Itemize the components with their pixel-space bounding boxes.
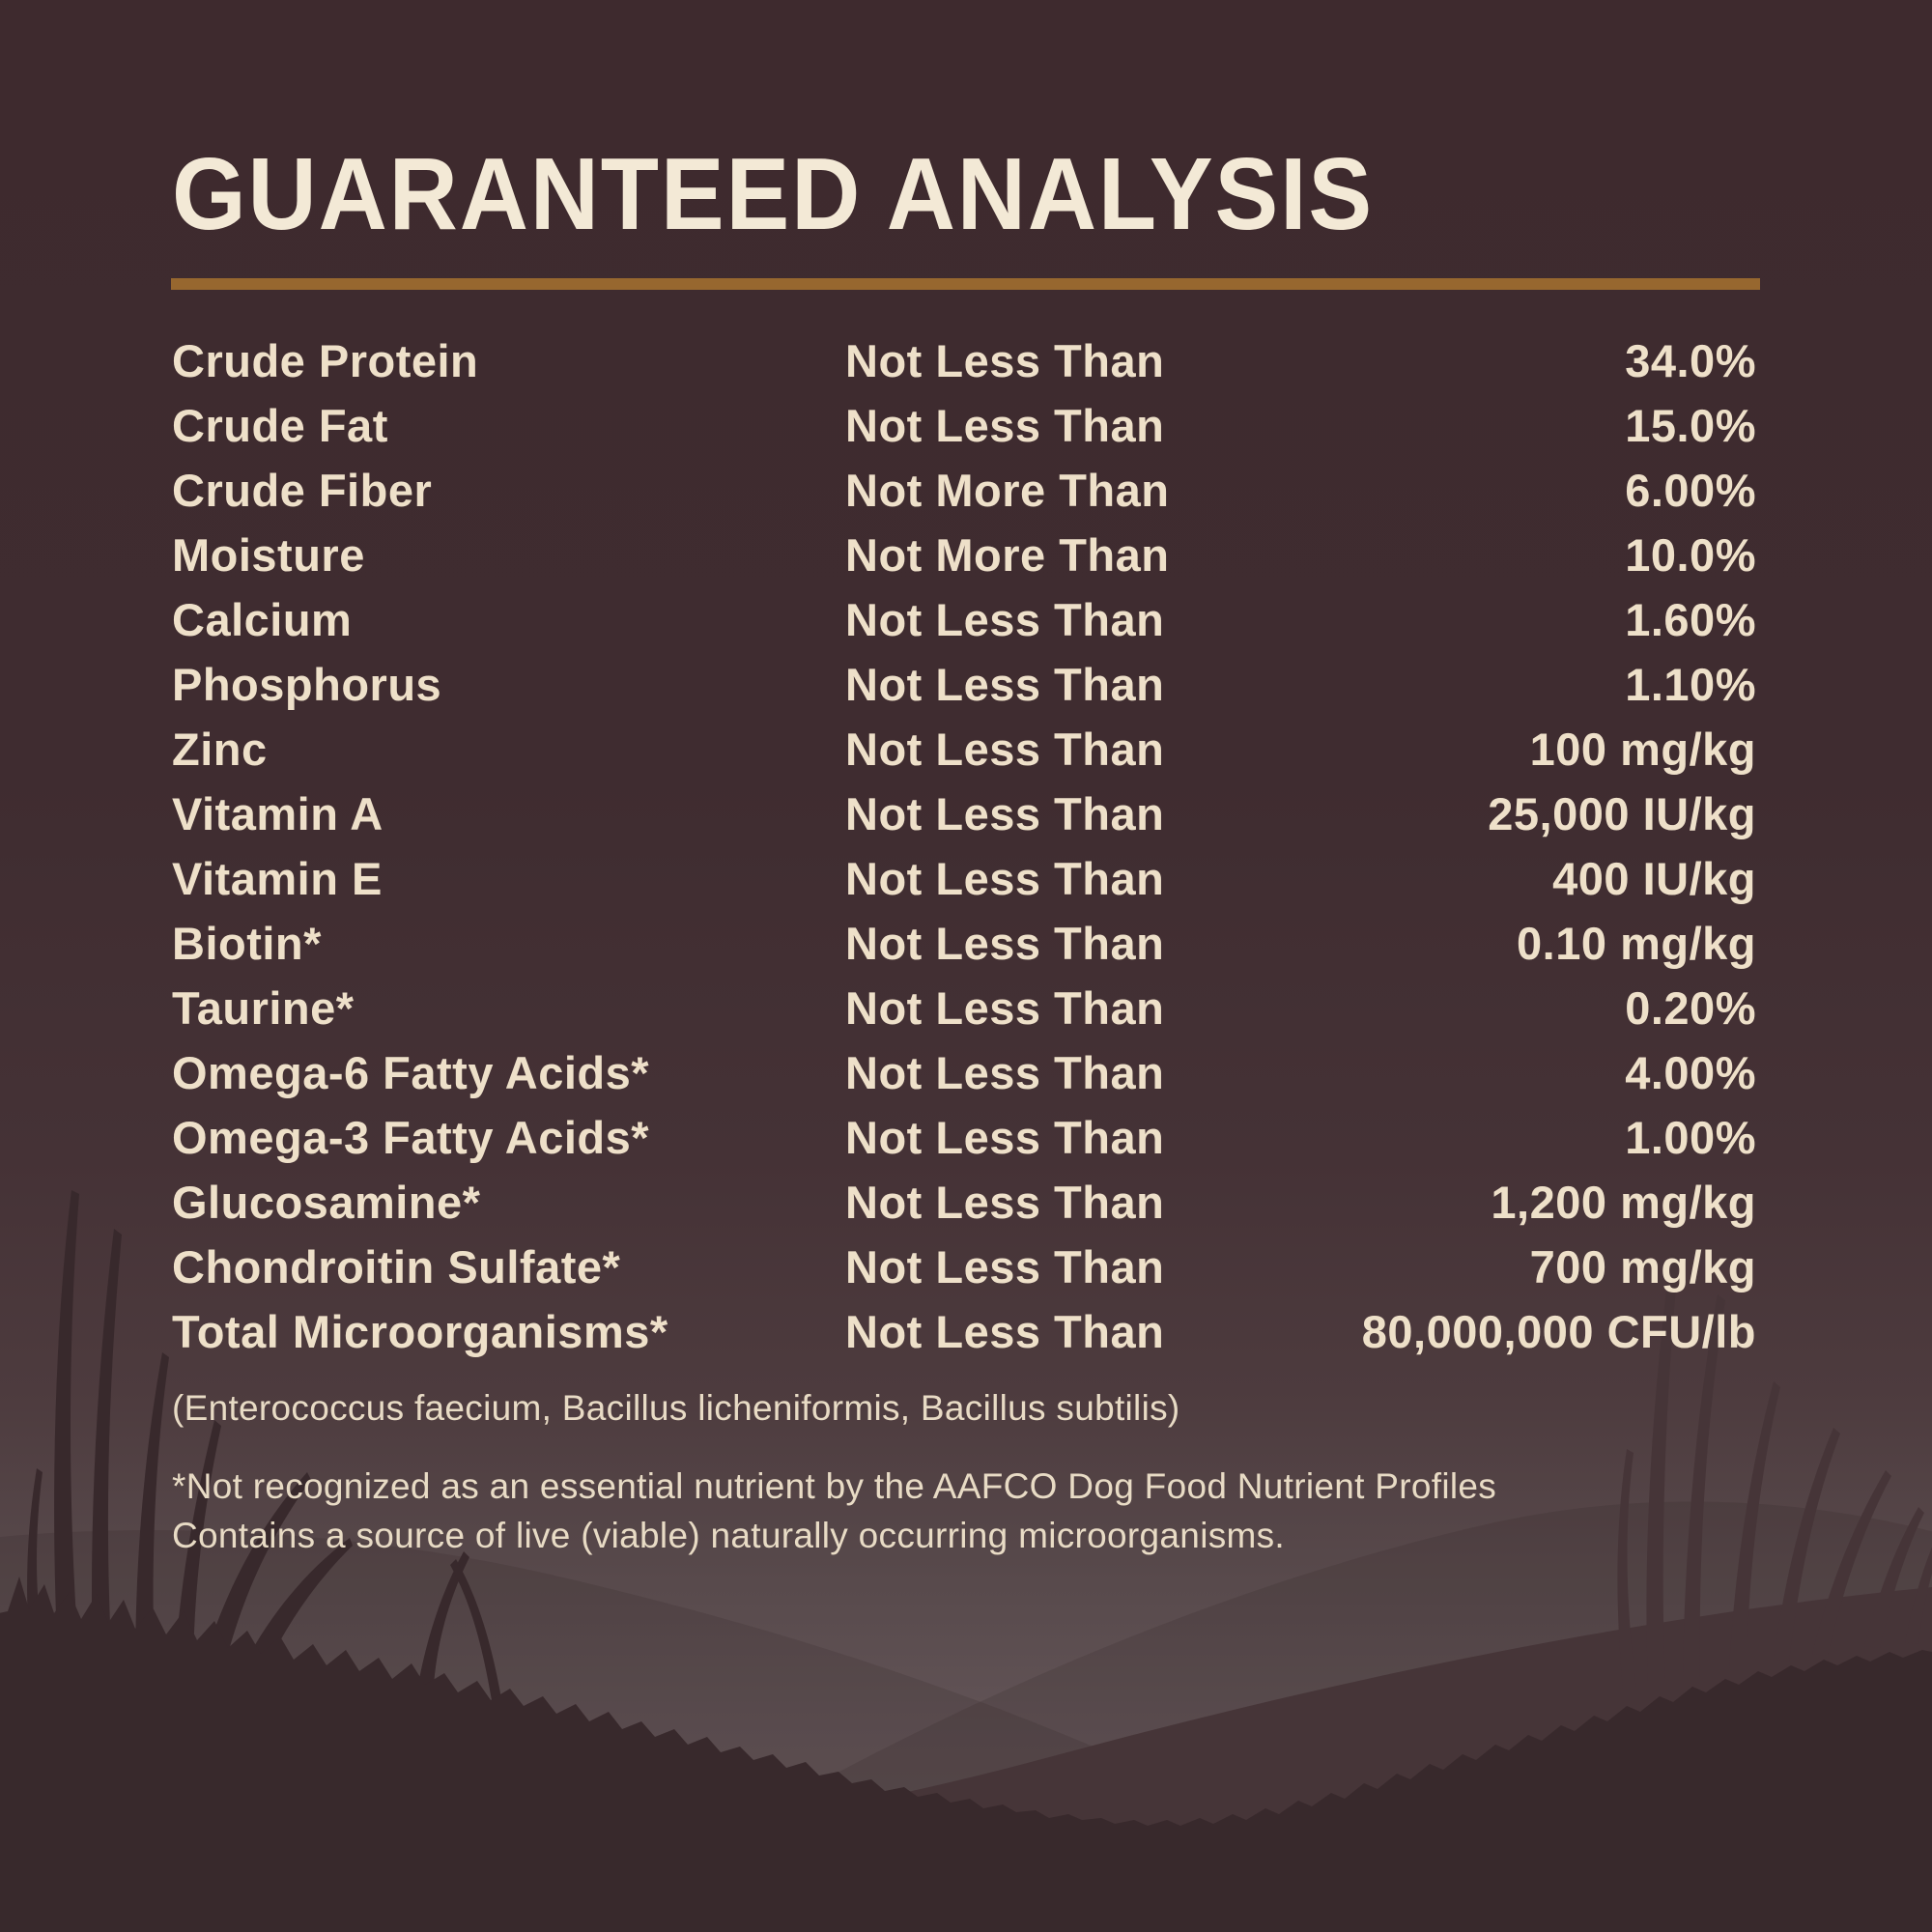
nutrient-value: 25,000 IU/kg (1488, 788, 1756, 839)
qualifier-text: Not Less Than (845, 1112, 1165, 1163)
nutrient-name: Crude Fiber (172, 465, 433, 516)
qualifier-text: Not Less Than (845, 788, 1165, 839)
nutrient-value: 4.00% (1625, 1047, 1756, 1098)
nutrient-name: Omega-3 Fatty Acids* (172, 1112, 650, 1163)
table-row: Total Microorganisms* Not Less Than 80,0… (172, 1299, 1756, 1364)
nutrient-name: Chondroitin Sulfate* (172, 1241, 621, 1293)
table-row: Calcium Not Less Than 1.60% (172, 587, 1756, 652)
qualifier-text: Not Less Than (845, 1306, 1165, 1357)
nutrient-name: Vitamin A (172, 788, 384, 839)
qualifier-text: Not Less Than (845, 724, 1165, 775)
table-row: Omega-6 Fatty Acids* Not Less Than 4.00% (172, 1040, 1756, 1105)
qualifier-text: Not Less Than (845, 982, 1165, 1034)
nutrient-name: Omega-6 Fatty Acids* (172, 1047, 650, 1098)
nutrient-value: 0.20% (1625, 982, 1756, 1034)
footnotes: *Not recognized as an essential nutrient… (172, 1462, 1496, 1560)
qualifier-text: Not Less Than (845, 659, 1165, 710)
microorganism-species-note: (Enterococcus faecium, Bacillus lichenif… (172, 1388, 1180, 1428)
nutrient-value: 6.00% (1625, 465, 1756, 516)
left-grass-blades (27, 1190, 502, 1706)
qualifier-text: Not Less Than (845, 335, 1165, 386)
nutrient-name: Crude Fat (172, 400, 388, 451)
nutrient-value: 10.0% (1625, 529, 1756, 581)
table-row: Vitamin E Not Less Than 400 IU/kg (172, 846, 1756, 911)
table-row: Taurine* Not Less Than 0.20% (172, 976, 1756, 1040)
table-row: Zinc Not Less Than 100 mg/kg (172, 717, 1756, 781)
nutrient-value: 1.10% (1625, 659, 1756, 710)
nutrient-name: Moisture (172, 529, 365, 581)
table-row: Phosphorus Not Less Than 1.10% (172, 652, 1756, 717)
nutrient-name: Total Microorganisms* (172, 1306, 668, 1357)
table-row: Vitamin A Not Less Than 25,000 IU/kg (172, 781, 1756, 846)
qualifier-text: Not Less Than (845, 594, 1165, 645)
right-grass-blades (1617, 1254, 1932, 1689)
nutrient-value: 400 IU/kg (1552, 853, 1756, 904)
qualifier-text: Not Less Than (845, 400, 1165, 451)
nutrient-name: Taurine* (172, 982, 355, 1034)
nutrient-name: Calcium (172, 594, 353, 645)
qualifier-text: Not Less Than (845, 1241, 1165, 1293)
nutrient-name: Vitamin E (172, 853, 383, 904)
nutrient-name: Crude Protein (172, 335, 479, 386)
nutrient-name: Glucosamine* (172, 1177, 481, 1228)
qualifier-text: Not Less Than (845, 1177, 1165, 1228)
footnote-aafco: *Not recognized as an essential nutrient… (172, 1466, 1497, 1506)
foreground-grass-silhouette (0, 1577, 1932, 1932)
table-row: Crude Fiber Not More Than 6.00% (172, 458, 1756, 523)
qualifier-text: Not More Than (845, 465, 1170, 516)
nutrient-name: Biotin* (172, 918, 322, 969)
table-row: Crude Protein Not Less Than 34.0% (172, 328, 1756, 393)
nutrient-value: 100 mg/kg (1529, 724, 1756, 775)
nutrient-name: Phosphorus (172, 659, 442, 710)
nutrient-value: 15.0% (1625, 400, 1756, 451)
table-row: Moisture Not More Than 10.0% (172, 523, 1756, 587)
nutrient-value: 1.00% (1625, 1112, 1756, 1163)
nutrient-value: 1.60% (1625, 594, 1756, 645)
footnote-live-microorganisms: Contains a source of live (viable) natur… (172, 1516, 1286, 1555)
table-row: Glucosamine* Not Less Than 1,200 mg/kg (172, 1170, 1756, 1235)
page-title: GUARANTEED ANALYSIS (172, 137, 1375, 251)
nutrient-value: 0.10 mg/kg (1517, 918, 1756, 969)
table-row: Crude Fat Not Less Than 15.0% (172, 393, 1756, 458)
title-divider-rule (171, 278, 1760, 290)
nutrient-value: 1,200 mg/kg (1491, 1177, 1756, 1228)
nutrient-value: 34.0% (1625, 335, 1756, 386)
nutrient-name: Zinc (172, 724, 268, 775)
qualifier-text: Not Less Than (845, 918, 1165, 969)
qualifier-text: Not More Than (845, 529, 1170, 581)
table-row: Biotin* Not Less Than 0.10 mg/kg (172, 911, 1756, 976)
nutrient-value: 80,000,000 CFU/lb (1361, 1306, 1756, 1357)
table-row: Omega-3 Fatty Acids* Not Less Than 1.00% (172, 1105, 1756, 1170)
qualifier-text: Not Less Than (845, 1047, 1165, 1098)
table-row: Chondroitin Sulfate* Not Less Than 700 m… (172, 1235, 1756, 1299)
qualifier-text: Not Less Than (845, 853, 1165, 904)
nutrient-value: 700 mg/kg (1529, 1241, 1756, 1293)
analysis-table: Crude Protein Not Less Than 34.0% Crude … (172, 328, 1756, 1364)
